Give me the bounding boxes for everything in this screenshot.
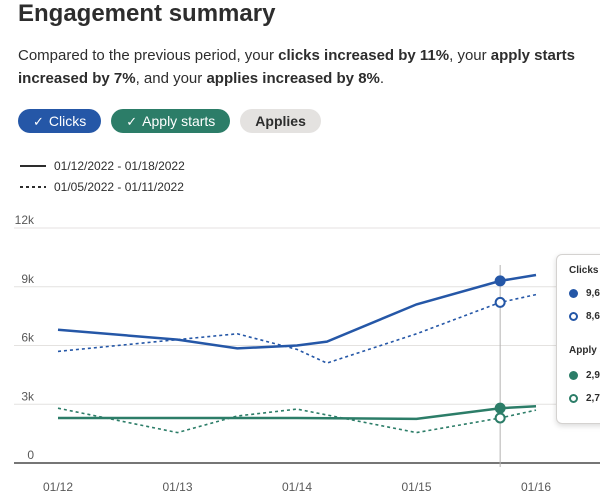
x-tick-label: 01/14 [282, 480, 312, 494]
tooltip-clicks-current-value: 9,6 [586, 288, 600, 299]
x-tick-label: 01/16 [521, 480, 551, 494]
tooltip-apply-current: 2,9 [569, 370, 600, 381]
clicks-solid-line [57, 273, 537, 350]
applies-toggle-label: Applies [255, 113, 306, 129]
hover-tooltip: Clicks 9,6 8,6 Apply s 2,9 2,7 [556, 254, 600, 424]
summary-clicks: clicks increased by 11% [278, 47, 450, 64]
hollow-dot-icon [569, 312, 578, 321]
tooltip-clicks-current: 9,6 [569, 288, 600, 299]
summary-mid-2: , and your [135, 70, 207, 87]
dashed-line-icon [20, 185, 46, 188]
apply-starts-toggle-label: Apply starts [142, 113, 216, 129]
check-icon: ✓ [33, 113, 44, 129]
clicks-current-point [494, 275, 506, 287]
grid-lines [14, 227, 600, 464]
summary-applies: applies increased by 8% [206, 70, 380, 87]
y-tick-label: 12k [15, 215, 35, 227]
solid-line-icon [20, 164, 46, 167]
apply-starts-solid-line [58, 404, 537, 421]
summary-apply-starts: apply starts increased by 7% [18, 47, 575, 87]
y-tick-label: 6k [21, 331, 35, 345]
tooltip-apply-current-value: 2,9 [586, 370, 600, 381]
summary-text: Compared to the previous period, your cl… [18, 44, 578, 90]
summary-intro: Compared to the previous period, your [18, 47, 279, 64]
tooltip-apply-previous: 2,7 [569, 393, 600, 404]
legend-current-period: 01/12/2022 - 01/18/2022 [20, 155, 185, 176]
legend-current-label: 01/12/2022 - 01/18/2022 [54, 158, 185, 173]
apply-starts-current-point [494, 402, 506, 414]
engagement-line-chart: 0 3k 6k 9k 12k 01/12 01/13 01/14 01/15 01/16 [14, 215, 600, 494]
filled-dot-icon [569, 371, 578, 380]
x-tick-label: 01/13 [162, 480, 192, 494]
summary-mid-1: , your [449, 47, 491, 64]
tooltip-apply-previous-value: 2,7 [586, 393, 600, 404]
filled-dot-icon [569, 289, 578, 298]
apply-starts-previous-point [494, 412, 506, 424]
tooltip-apply-heading: Apply s [569, 345, 600, 356]
clicks-toggle-label: Clicks [48, 113, 87, 129]
tooltip-clicks-previous: 8,6 [569, 311, 600, 322]
x-tick-label: 01/15 [401, 480, 431, 494]
legend-previous-period: 01/05/2022 - 01/11/2022 [20, 176, 185, 197]
hollow-dot-icon [569, 394, 578, 403]
x-axis-ticks: 01/12 01/13 01/14 01/15 01/16 [43, 480, 551, 494]
tooltip-clicks-previous-value: 8,6 [586, 311, 600, 322]
applies-toggle-button[interactable]: Applies [240, 109, 321, 133]
legend-previous-label: 01/05/2022 - 01/11/2022 [54, 179, 184, 194]
y-tick-label: 0 [27, 448, 34, 462]
period-legend: 01/12/2022 - 01/18/2022 01/05/2022 - 01/… [20, 155, 185, 197]
tooltip-clicks-heading: Clicks [569, 265, 599, 276]
y-axis-ticks: 0 3k 6k 9k 12k [15, 215, 35, 462]
apply-starts-toggle-button[interactable]: ✓ Apply starts [111, 109, 231, 133]
check-icon: ✓ [126, 113, 138, 129]
clicks-dashed-line [57, 293, 537, 364]
page-title: Engagement summary [18, 0, 276, 27]
metric-filters: ✓ Clicks ✓ Apply starts Applies [18, 109, 321, 133]
y-tick-label: 3k [21, 389, 35, 403]
series-points [494, 275, 506, 424]
x-tick-label: 01/12 [43, 480, 73, 494]
clicks-toggle-button[interactable]: ✓ Clicks [18, 109, 102, 133]
y-tick-label: 9k [21, 272, 35, 286]
summary-end: . [379, 70, 385, 87]
series-lines [57, 273, 537, 434]
clicks-previous-point [494, 296, 506, 308]
